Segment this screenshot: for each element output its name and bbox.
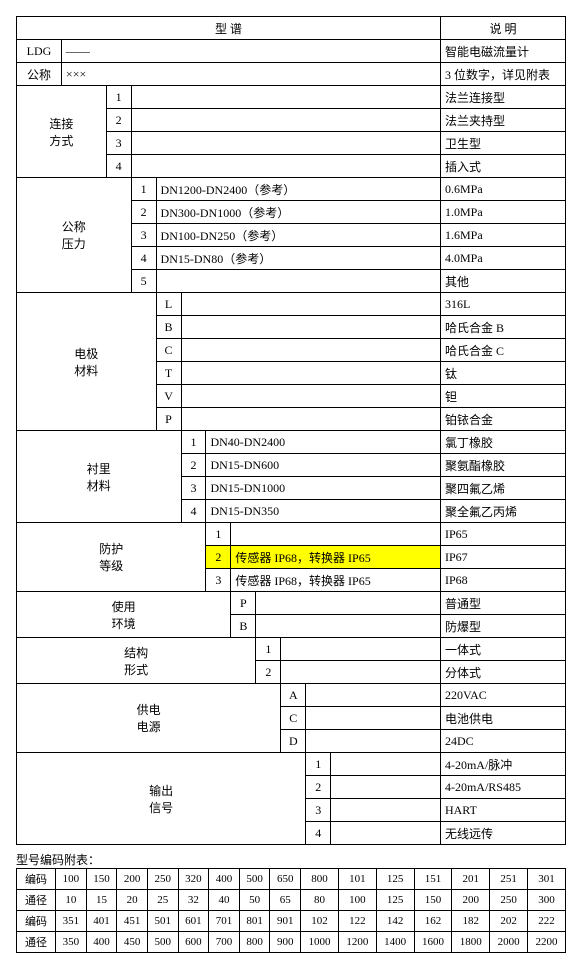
conn-1-desc: 法兰连接型 bbox=[440, 86, 565, 109]
appendix-cell: 500 bbox=[239, 869, 270, 890]
appendix-cell: 451 bbox=[117, 911, 148, 932]
lining-label: 衬里 材料 bbox=[17, 431, 182, 523]
output-label: 输出 信号 bbox=[17, 753, 306, 845]
appendix-cell: 800 bbox=[301, 869, 339, 890]
power-label: 供电 电源 bbox=[17, 684, 281, 753]
appendix-cell: 150 bbox=[86, 869, 117, 890]
ldg-desc: 智能电磁流量计 bbox=[440, 40, 565, 63]
appendix-cell: 125 bbox=[376, 869, 414, 890]
nominal-desc: 3 位数字，详见附表 bbox=[440, 63, 565, 86]
appendix-cell: 202 bbox=[490, 911, 528, 932]
appendix-cell: 201 bbox=[452, 869, 490, 890]
appendix-cell: 300 bbox=[528, 890, 566, 911]
appendix-cell: 102 bbox=[301, 911, 339, 932]
nominal-val: ××× bbox=[61, 63, 440, 86]
prot-label: 防护 等级 bbox=[17, 523, 206, 592]
header-left: 型 谱 bbox=[17, 17, 441, 40]
appendix-cell: 450 bbox=[117, 932, 148, 953]
appendix-cell: 80 bbox=[301, 890, 339, 911]
conn-1-code: 1 bbox=[106, 86, 131, 109]
appendix-cell: 400 bbox=[86, 932, 117, 953]
appendix-cell: 251 bbox=[490, 869, 528, 890]
appendix-cell: 32 bbox=[178, 890, 209, 911]
spec-table: 型 谱 说 明 LDG —— 智能电磁流量计 公称 ××× 3 位数字，详见附表… bbox=[16, 16, 566, 845]
appendix-cell: 100 bbox=[56, 869, 87, 890]
appendix-cell: 20 bbox=[117, 890, 148, 911]
appendix-cell: 125 bbox=[376, 890, 414, 911]
appendix-cell: 25 bbox=[147, 890, 178, 911]
appendix-cell: 400 bbox=[209, 869, 240, 890]
appendix-cell: 350 bbox=[56, 932, 87, 953]
appendix-cell: 65 bbox=[270, 890, 301, 911]
elec-label: 电极 材料 bbox=[17, 293, 157, 431]
appendix-cell: 700 bbox=[209, 932, 240, 953]
appendix-cell: 101 bbox=[338, 869, 376, 890]
appendix-cell: 501 bbox=[147, 911, 178, 932]
appendix-cell: 200 bbox=[452, 890, 490, 911]
appendix-cell: 650 bbox=[270, 869, 301, 890]
appendix-cell: 801 bbox=[239, 911, 270, 932]
appendix-cell: 701 bbox=[209, 911, 240, 932]
appendix-cell: 100 bbox=[338, 890, 376, 911]
nominal-code: 公称 bbox=[17, 63, 62, 86]
appendix-cell: 1800 bbox=[452, 932, 490, 953]
appendix-cell: 151 bbox=[414, 869, 452, 890]
env-label: 使用 环境 bbox=[17, 592, 231, 638]
appendix-cell: 901 bbox=[270, 911, 301, 932]
appendix-cell: 500 bbox=[147, 932, 178, 953]
appendix-cell: 800 bbox=[239, 932, 270, 953]
appendix-cell: 1400 bbox=[376, 932, 414, 953]
appendix-cell: 142 bbox=[376, 911, 414, 932]
appendix-cell: 122 bbox=[338, 911, 376, 932]
press-label: 公称 压力 bbox=[17, 178, 132, 293]
ldg-code: LDG bbox=[17, 40, 62, 63]
appendix-cell: 40 bbox=[209, 890, 240, 911]
header-right: 说 明 bbox=[440, 17, 565, 40]
appendix-cell: 401 bbox=[86, 911, 117, 932]
appendix-title: 型号编码附表： bbox=[16, 851, 566, 868]
struct-label: 结构 形式 bbox=[17, 638, 256, 684]
appendix-cell: 200 bbox=[117, 869, 148, 890]
prot-2-val: 传感器 IP68，转换器 IP65 bbox=[231, 546, 441, 569]
appendix-cell: 222 bbox=[528, 911, 566, 932]
appendix-cell: 250 bbox=[490, 890, 528, 911]
appendix-cell: 2200 bbox=[528, 932, 566, 953]
conn-label: 连接 方式 bbox=[17, 86, 107, 178]
appendix-cell: 162 bbox=[414, 911, 452, 932]
appendix-cell: 601 bbox=[178, 911, 209, 932]
appendix-cell: 900 bbox=[270, 932, 301, 953]
appendix-cell: 150 bbox=[414, 890, 452, 911]
appendix-cell: 301 bbox=[528, 869, 566, 890]
ldg-dash: —— bbox=[61, 40, 440, 63]
appendix-cell: 351 bbox=[56, 911, 87, 932]
appendix-cell: 10 bbox=[56, 890, 87, 911]
appendix-cell: 600 bbox=[178, 932, 209, 953]
appendix-cell: 320 bbox=[178, 869, 209, 890]
appendix-cell: 1000 bbox=[301, 932, 339, 953]
appendix-cell: 250 bbox=[147, 869, 178, 890]
appendix-cell: 2000 bbox=[490, 932, 528, 953]
appendix-cell: 15 bbox=[86, 890, 117, 911]
appendix-cell: 182 bbox=[452, 911, 490, 932]
appendix-cell: 1600 bbox=[414, 932, 452, 953]
appendix-table: 编码10015020025032040050065080010112515120… bbox=[16, 868, 566, 953]
appendix-cell: 50 bbox=[239, 890, 270, 911]
appendix-cell: 1200 bbox=[338, 932, 376, 953]
conn-1-val bbox=[131, 86, 440, 109]
